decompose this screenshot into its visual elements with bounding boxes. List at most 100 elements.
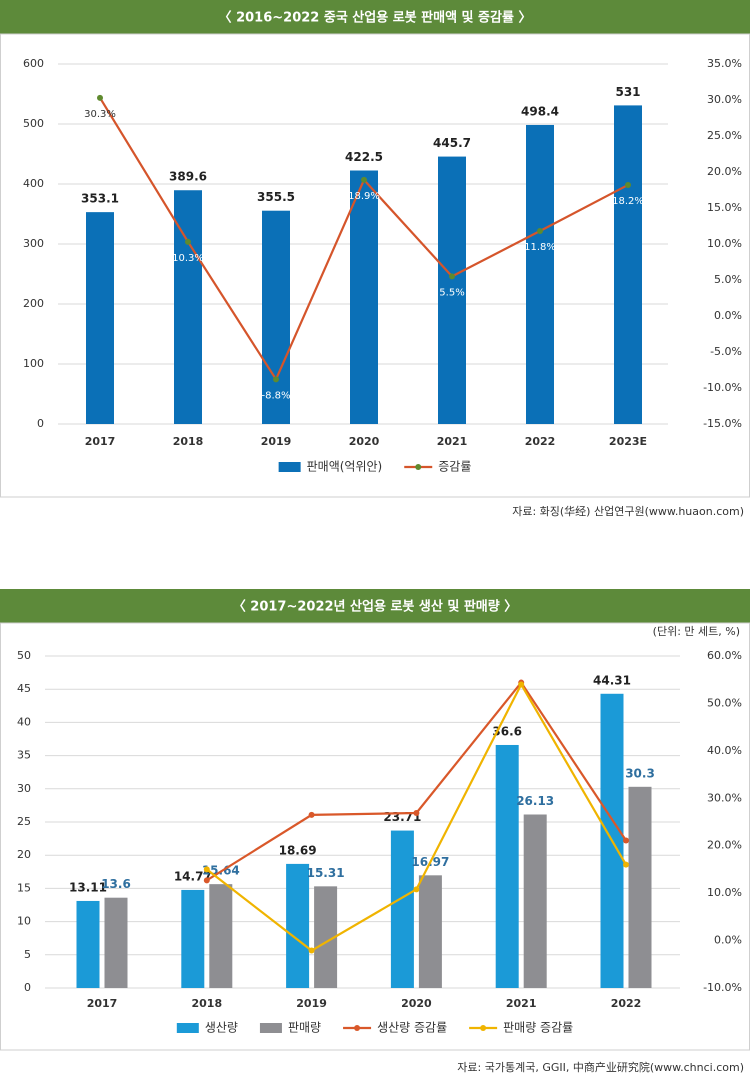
- legend-label: 판매액(억위안): [307, 460, 383, 474]
- legend-label: 판매량: [288, 1021, 321, 1035]
- chart-title: 〈 2016~2022 중국 산업용 로봇 판매액 및 증감률 〉: [219, 10, 532, 26]
- line-marker: [623, 837, 629, 844]
- source-note: 자료: 국가통계국, GGII, 中商产业研究院(www.chnci.com): [457, 1060, 744, 1074]
- bar: [390, 830, 414, 988]
- bar-value-label: 44.31: [593, 673, 631, 687]
- x-tick-label: 2021: [506, 997, 537, 1010]
- line-value-label: 30.3%: [84, 109, 116, 120]
- line-marker: [308, 811, 315, 818]
- y2-tick-label: 10.0%: [707, 237, 742, 250]
- bar: [181, 889, 205, 988]
- x-tick-label: 2023E: [609, 435, 647, 448]
- y-tick-label: 10: [17, 915, 31, 928]
- x-tick-label: 2022: [525, 435, 556, 448]
- y2-tick-label: 15.0%: [707, 201, 742, 214]
- x-tick-label: 2022: [611, 997, 642, 1010]
- y-tick-label: 400: [23, 177, 44, 190]
- line-marker: [203, 877, 210, 884]
- legend-swatch: [278, 462, 301, 472]
- y-tick-label: 300: [23, 237, 44, 250]
- bar: [438, 156, 466, 424]
- y-tick-label: 40: [17, 715, 31, 728]
- legend-label: 생산량 증감률: [377, 1021, 447, 1035]
- y-tick-label: 30: [17, 782, 31, 795]
- y2-tick-label: -10.0%: [703, 981, 742, 994]
- bar: [350, 170, 378, 424]
- bar-value-label: 18.69: [279, 843, 317, 857]
- y2-tick-label: 40.0%: [707, 744, 742, 757]
- bar-value-label: 13.11: [69, 880, 107, 894]
- bar-value-label: 26.13: [516, 794, 554, 808]
- y-tick-label: 5: [24, 948, 31, 961]
- source-note: 자료: 화징(华经) 산업연구원(www.huaon.com): [512, 504, 744, 518]
- legend-label: 생산량: [205, 1021, 238, 1035]
- bar: [86, 212, 114, 424]
- y2-tick-label: -10.0%: [703, 381, 742, 394]
- y-tick-label: 20: [17, 848, 31, 861]
- x-tick-label: 2019: [261, 435, 292, 448]
- bar-value-label: 353.1: [81, 192, 119, 206]
- bar-value-label: 445.7: [433, 136, 471, 150]
- line: [206, 680, 627, 882]
- y2-tick-label: 30.0%: [707, 791, 742, 804]
- legend-swatch: [176, 1023, 199, 1033]
- line-value-label: 18.2%: [612, 196, 644, 207]
- bar: [418, 875, 442, 988]
- legend-marker: [480, 1025, 487, 1031]
- y-tick-label: 100: [23, 357, 44, 370]
- line-value-label: -8.8%: [261, 390, 290, 401]
- bar-value-label: 15.31: [307, 866, 345, 880]
- y2-tick-label: 10.0%: [707, 886, 742, 899]
- bar: [614, 105, 642, 425]
- line-marker: [97, 94, 103, 101]
- line-marker: [308, 947, 315, 954]
- y-tick-label: 15: [17, 881, 31, 894]
- bar: [209, 884, 233, 988]
- x-tick-label: 2019: [296, 997, 327, 1010]
- y-tick-label: 0: [37, 417, 44, 430]
- bar: [523, 814, 547, 988]
- line-value-label: 18.9%: [348, 191, 380, 202]
- x-tick-label: 2020: [401, 997, 432, 1010]
- y2-tick-label: 20.0%: [707, 839, 742, 852]
- y-tick-label: 0: [24, 981, 31, 994]
- x-tick-label: 2017: [85, 435, 116, 448]
- bar: [314, 886, 338, 988]
- line-value-label: 11.8%: [524, 242, 556, 253]
- legend-marker: [415, 464, 422, 470]
- bar: [76, 900, 100, 988]
- y2-tick-label: -5.0%: [710, 345, 742, 358]
- line-marker: [413, 809, 420, 816]
- x-tick-label: 2018: [191, 997, 222, 1010]
- line-marker: [625, 181, 631, 188]
- y-tick-label: 200: [23, 297, 44, 310]
- bar-value-label: 422.5: [345, 150, 383, 164]
- y2-tick-label: 20.0%: [707, 165, 742, 178]
- y2-tick-label: 35.0%: [707, 57, 742, 70]
- bar-value-label: 14.77: [174, 869, 212, 883]
- bar-value-label: 13.6: [101, 877, 131, 891]
- legend-marker: [354, 1025, 361, 1031]
- chart-title: 〈 2017~2022년 산업용 로봇 생산 및 판매량 〉: [233, 599, 517, 615]
- x-tick-label: 2018: [173, 435, 204, 448]
- y2-tick-label: 30.0%: [707, 93, 742, 106]
- line-value-label: 10.3%: [172, 253, 204, 264]
- bar: [495, 744, 519, 988]
- legend-swatch: [259, 1023, 282, 1033]
- line-marker: [185, 238, 191, 245]
- y2-tick-label: 0.0%: [714, 309, 742, 322]
- y2-tick-label: 5.0%: [714, 273, 742, 286]
- title-bar: [0, 0, 750, 34]
- y2-tick-label: 25.0%: [707, 129, 742, 142]
- bar-value-label: 389.6: [169, 170, 207, 184]
- legend-label: 판매량 증감률: [503, 1021, 573, 1035]
- y2-tick-label: -15.0%: [703, 417, 742, 430]
- bar: [104, 897, 128, 988]
- y2-tick-label: 0.0%: [714, 934, 742, 947]
- y-tick-label: 45: [17, 682, 31, 695]
- line-marker: [623, 861, 629, 868]
- line-marker: [273, 376, 279, 383]
- bar-value-label: 355.5: [257, 190, 295, 204]
- y-tick-label: 500: [23, 117, 44, 130]
